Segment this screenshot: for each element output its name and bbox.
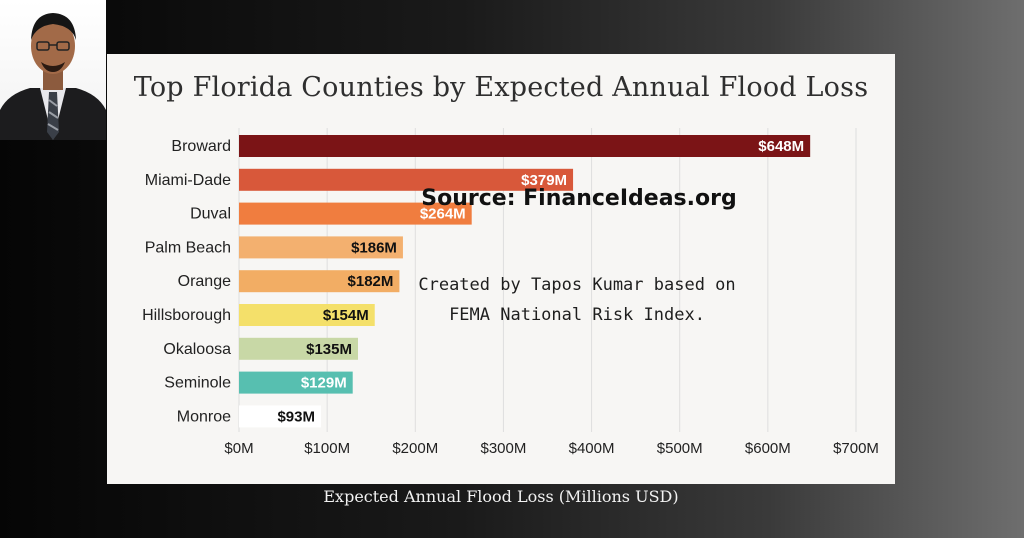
- bar: [239, 304, 375, 326]
- x-tick-label: $0M: [224, 440, 253, 457]
- category-label: Broward: [171, 138, 231, 155]
- category-label: Seminole: [164, 375, 231, 392]
- x-tick-label: $100M: [304, 440, 350, 457]
- category-label: Orange: [178, 273, 231, 290]
- category-label: Okaloosa: [163, 341, 231, 358]
- credit-line-1: Created by Tapos Kumar based on: [418, 275, 736, 295]
- chart-panel: Top Florida Counties by Expected Annual …: [107, 54, 895, 484]
- bar: [239, 371, 353, 394]
- category-label: Hillsborough: [142, 307, 231, 324]
- value-label: $129M: [301, 375, 347, 392]
- value-label: $182M: [348, 273, 394, 290]
- value-label: $154M: [323, 307, 369, 324]
- x-tick-label: $600M: [745, 440, 791, 457]
- x-tick-label: $500M: [657, 440, 703, 457]
- value-label: $648M: [758, 138, 804, 155]
- chart-title: Top Florida Counties by Expected Annual …: [133, 72, 869, 103]
- x-tick-label: $300M: [480, 440, 526, 457]
- value-label: $135M: [306, 341, 352, 358]
- value-label: $93M: [277, 408, 315, 425]
- source-annotation: Source: FinanceIdeas.org: [421, 186, 737, 211]
- x-tick-label: $400M: [569, 440, 615, 457]
- credit-line-2: FEMA National Risk Index.: [449, 305, 705, 325]
- bar: [239, 135, 811, 157]
- bar: [239, 337, 358, 360]
- value-label: $264M: [420, 206, 466, 223]
- x-tick-label: $700M: [833, 440, 879, 457]
- bar: [239, 270, 400, 293]
- category-label: Duval: [190, 206, 231, 223]
- bar: [239, 236, 403, 259]
- category-label: Palm Beach: [145, 239, 231, 256]
- bar: [239, 202, 472, 225]
- bar: [239, 405, 321, 428]
- credit-annotation: Created by Tapos Kumar based on FEMA Nat…: [392, 270, 762, 330]
- value-label: $186M: [351, 239, 397, 256]
- category-label: Miami-Dade: [145, 172, 231, 189]
- author-photo: [0, 0, 106, 140]
- value-label: $379M: [521, 172, 567, 189]
- x-tick-label: $200M: [392, 440, 438, 457]
- x-axis-label: Expected Annual Flood Loss (Millions USD…: [323, 487, 679, 506]
- bar: [239, 168, 574, 191]
- category-label: Monroe: [177, 408, 231, 425]
